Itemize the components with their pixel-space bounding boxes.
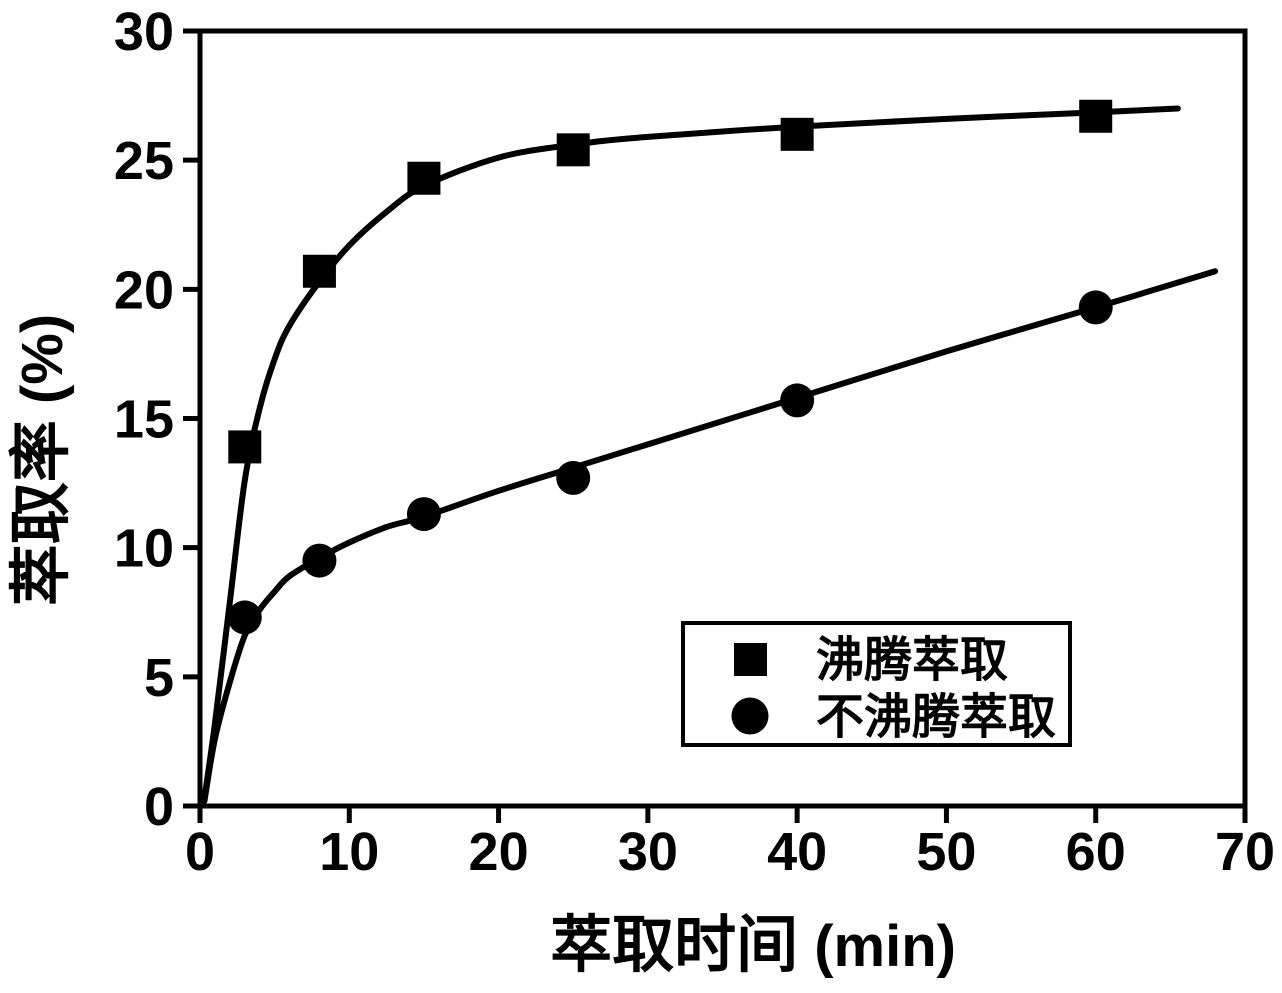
axes-group: 0 10 20 30 40 50 60 70 0 5 10 15 20 25 30 [114, 2, 1275, 882]
y-tick-label: 0 [144, 777, 174, 837]
x-tick-label: 60 [1066, 822, 1126, 882]
y-tick-label: 20 [114, 260, 174, 320]
data-point-square [302, 254, 336, 288]
x-tick-label: 50 [916, 822, 976, 882]
x-tick-label: 30 [618, 822, 678, 882]
y-tick-label: 10 [114, 519, 174, 579]
data-point-circle [556, 460, 591, 495]
axis-titles-group: 萃取时间 (min) 萃取率 (%) [7, 314, 956, 980]
data-point-square [780, 117, 814, 151]
fit-curve-boiling [201, 105, 1181, 802]
data-point-square [407, 161, 441, 195]
x-tick-label: 40 [767, 822, 827, 882]
legend-circle-marker [731, 697, 769, 735]
data-point-square [556, 133, 590, 167]
data-point-circle [302, 543, 337, 578]
data-series-group [201, 99, 1219, 804]
legend-label-non-boiling: 不沸腾萃取 [816, 691, 1056, 744]
y-tick-label: 5 [144, 648, 174, 708]
data-point-square [1079, 99, 1113, 133]
y-tick-label: 25 [114, 131, 174, 191]
x-tick-label: 10 [319, 822, 379, 882]
y-axis-title: 萃取率 (%) [7, 314, 76, 606]
x-tick-label: 70 [1215, 822, 1275, 882]
legend-square-marker [734, 643, 767, 676]
data-point-circle [227, 600, 262, 635]
y-tick-label: 15 [114, 390, 174, 450]
x-tick-label: 0 [185, 822, 215, 882]
data-point-square [228, 430, 262, 464]
data-point-circle [780, 383, 815, 418]
y-tick-label: 30 [114, 2, 174, 62]
x-axis-title-text: 萃取时间 [550, 912, 798, 980]
x-tick-label: 20 [469, 822, 529, 882]
legend-label-boiling: 沸腾萃取 [816, 634, 1008, 687]
data-point-circle [406, 497, 441, 532]
x-axis-title: 萃取时间 (min) [550, 912, 956, 980]
y-axis-title-text: 萃取率 [7, 420, 76, 606]
x-axis-title-unit: (min) [798, 914, 956, 979]
data-point-circle [1078, 290, 1113, 325]
y-axis-title-unit: (%) [10, 314, 75, 420]
